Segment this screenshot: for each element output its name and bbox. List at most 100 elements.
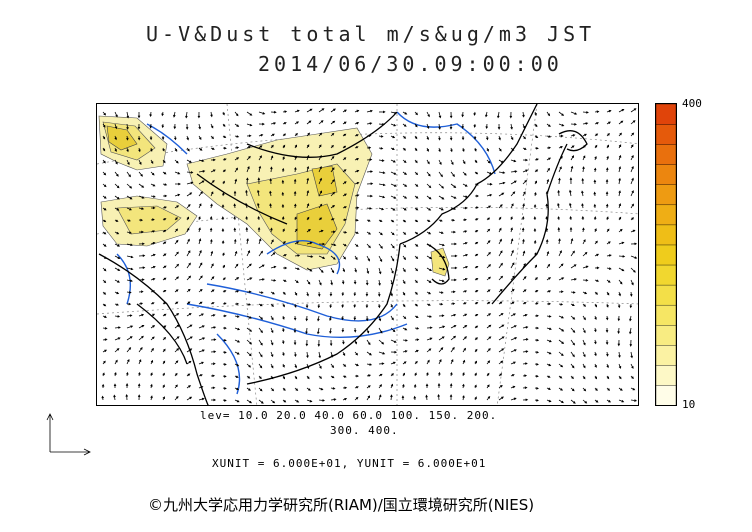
wind-vector	[606, 144, 609, 149]
wind-vector	[354, 194, 360, 197]
wind-vector	[306, 154, 310, 161]
wind-vector	[366, 267, 370, 275]
wind-vector	[114, 183, 120, 189]
wind-vector	[365, 315, 369, 322]
wind-vector	[618, 109, 625, 113]
wind-vector	[606, 279, 611, 283]
wind-vector	[282, 399, 287, 403]
wind-vector	[414, 360, 418, 365]
wind-vector	[510, 301, 515, 305]
wind-vector	[425, 394, 428, 401]
wind-vector	[437, 393, 440, 401]
wind-vector	[558, 339, 565, 345]
wind-vector	[162, 301, 167, 305]
wind-vector	[210, 350, 217, 354]
wind-vector	[438, 123, 441, 130]
wind-vector	[126, 231, 132, 234]
wind-vector	[174, 228, 179, 233]
wind-vector	[138, 195, 145, 199]
wind-vector	[438, 219, 443, 222]
wind-vector	[438, 267, 446, 271]
wind-vector	[390, 111, 398, 115]
wind-vector	[486, 251, 491, 257]
wind-vector	[546, 123, 551, 127]
wind-vector	[342, 363, 347, 367]
wind-vector	[186, 159, 192, 163]
wind-vector	[102, 147, 106, 152]
wind-vector	[366, 134, 372, 138]
wind-vector	[450, 325, 457, 329]
wind-vector	[606, 228, 610, 233]
wind-vector	[161, 123, 165, 129]
colorbar-segment	[655, 164, 677, 185]
wind-vector	[330, 363, 335, 369]
wind-vector	[581, 215, 585, 221]
wind-vector	[510, 159, 517, 163]
wind-vector	[546, 339, 552, 343]
wind-vector	[174, 147, 177, 152]
wind-vector	[330, 255, 336, 260]
wind-vector	[378, 231, 383, 236]
wind-vector	[126, 291, 132, 294]
wind-vector	[485, 135, 489, 141]
wind-vector	[450, 171, 455, 177]
wind-vector	[570, 375, 574, 380]
wind-vector	[269, 190, 272, 197]
wind-vector	[486, 348, 491, 353]
wind-vector	[246, 351, 252, 357]
wind-vector	[306, 351, 309, 359]
wind-vector	[318, 375, 322, 379]
wind-vector	[630, 203, 634, 209]
wind-vector	[150, 290, 155, 293]
wind-vector	[402, 361, 407, 365]
wind-vector	[138, 313, 145, 317]
wind-vector	[378, 207, 385, 211]
wind-vector	[282, 303, 285, 308]
wind-vector	[270, 327, 274, 334]
wind-vector	[210, 179, 215, 185]
wind-vector	[426, 359, 430, 365]
wind-vector	[474, 241, 479, 245]
wind-vector	[558, 166, 562, 173]
wind-vector	[558, 290, 564, 294]
wind-vector	[414, 219, 419, 223]
wind-vector	[282, 144, 286, 149]
wind-vector	[305, 315, 309, 322]
wind-vector	[258, 134, 264, 137]
wind-vector	[402, 195, 408, 199]
wind-vector	[234, 351, 240, 355]
wind-vector	[582, 363, 586, 369]
wind-vector	[114, 291, 120, 295]
wind-vector	[474, 230, 479, 233]
wind-vector	[366, 146, 372, 150]
wind-vector	[318, 120, 324, 125]
wind-vector	[545, 203, 549, 209]
wind-vector	[629, 303, 633, 309]
wind-vector	[102, 231, 107, 235]
wind-vector	[618, 154, 622, 161]
wind-vector	[221, 204, 225, 208]
wind-vector	[486, 372, 490, 377]
wind-vector	[618, 228, 623, 233]
colorbar-segment	[655, 304, 677, 326]
wind-vector	[534, 398, 539, 402]
wind-vector	[162, 360, 166, 365]
wind-vector	[246, 134, 252, 138]
wind-vector	[258, 278, 265, 281]
wind-vector	[138, 218, 144, 222]
reference-vector	[40, 410, 100, 460]
wind-vector	[546, 263, 551, 269]
wind-vector	[498, 373, 503, 377]
wind-vector	[174, 159, 179, 164]
wind-vector	[198, 288, 203, 293]
wind-vector	[557, 227, 561, 233]
wind-vector	[283, 266, 288, 270]
wind-vector	[570, 327, 576, 333]
wind-vector	[462, 325, 468, 329]
wind-vector	[186, 147, 190, 152]
wind-vector	[210, 135, 214, 140]
wind-vector	[522, 262, 526, 269]
wind-vector	[594, 351, 597, 357]
wind-vector	[234, 250, 238, 257]
wind-vector	[258, 165, 262, 173]
